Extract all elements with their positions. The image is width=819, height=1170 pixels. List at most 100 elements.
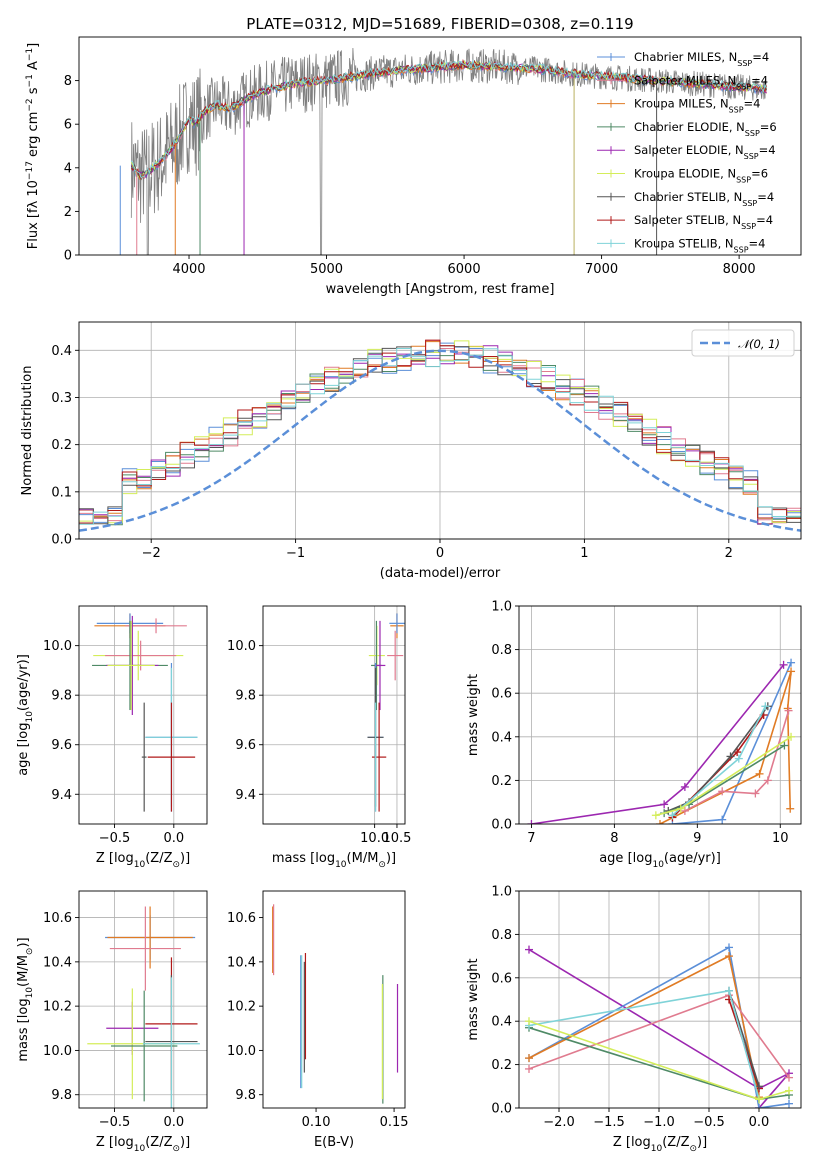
- plot-area: [525, 943, 793, 1108]
- weight-marker: [755, 1104, 763, 1108]
- axes-weight-vs-z: −2.0 −1.5 −1.0 −0.5 0.0 0.0 0.2 0.4 0.6 0.8 1.0 Z […: [466, 885, 802, 1154]
- error-bar-point-2: [125, 618, 187, 634]
- error-bar-point-10: [147, 702, 196, 812]
- x-tick-label: 1: [580, 546, 588, 561]
- weight-marker: [784, 706, 793, 715]
- y-axis-label: mass [log10(M/M⊙)]: [16, 937, 35, 1061]
- weight-marker: [525, 945, 533, 954]
- y-tick-label: 9.4: [51, 788, 72, 803]
- weight-line-5: [667, 705, 769, 812]
- legend-label: Chabrier ELODIE, NSSP=6: [634, 120, 777, 138]
- y-tick-label: 1.0: [491, 885, 512, 900]
- weight-marker: [680, 806, 689, 815]
- y-tick-label: 0.2: [51, 438, 72, 453]
- x-tick-label: 0.0: [163, 1115, 184, 1130]
- x-tick-label: 5000: [310, 262, 343, 277]
- error-bar-point-7: [107, 620, 155, 711]
- plot-area: [527, 658, 796, 824]
- weight-marker: [787, 732, 796, 741]
- x-tick-label: −1.0: [643, 1115, 675, 1130]
- x-tick-label: 6000: [448, 262, 481, 277]
- y-axis-label: mass weight: [466, 958, 481, 1040]
- weight-marker: [527, 820, 536, 824]
- error-bar-point-11: [141, 702, 147, 812]
- y-tick-label: 10.2: [43, 1000, 72, 1015]
- weight-line-0: [531, 664, 785, 824]
- y-tick-label: 10.0: [43, 1044, 72, 1059]
- x-tick-label: 2: [725, 546, 733, 561]
- weight-marker: [785, 1086, 793, 1095]
- weight-marker: [525, 1054, 533, 1063]
- x-tick-label: 7000: [585, 262, 618, 277]
- axes-frame: [262, 890, 406, 1109]
- x-tick-label: 9: [693, 831, 701, 846]
- normal-curve: [79, 349, 801, 532]
- legend-label: Salpeter STELIB, NSSP=4: [634, 213, 773, 231]
- weight-marker: [763, 776, 772, 785]
- y-tick-label: 10.2: [227, 1000, 256, 1015]
- error-bar-point-8: [371, 702, 387, 812]
- weight-marker: [726, 752, 735, 761]
- x-tick-label: 4000: [172, 262, 205, 277]
- legend-label: 𝒩(0, 1): [738, 337, 780, 351]
- x-axis-label: Z [log10(Z/Z⊙)]: [613, 1135, 707, 1154]
- y-tick-label: 4: [64, 161, 72, 176]
- x-tick-label: 0.10: [302, 1115, 331, 1130]
- plot-area: [79, 339, 801, 532]
- axes-frame: [518, 890, 802, 1109]
- plot-area: [92, 613, 198, 812]
- x-tick-label: −0.5: [99, 1115, 131, 1130]
- y-tick-label: 0.8: [491, 643, 512, 658]
- y-tick-label: 6: [64, 118, 72, 133]
- error-bar-point-8: [143, 977, 200, 1108]
- y-tick-label: 0.8: [491, 928, 512, 943]
- x-tick-label: −2.0: [543, 1115, 575, 1130]
- x-tick-label: 0.15: [380, 1115, 409, 1130]
- y-axis-label: Flux [fλ 10−17 erg cm−2 s−1 A−1]: [25, 43, 41, 249]
- weight-marker: [676, 804, 685, 813]
- plot-area: [119, 47, 768, 255]
- y-tick-label: 10.4: [43, 955, 72, 970]
- residual-histogram-7: [79, 339, 801, 524]
- legend-label: Kroupa STELIB, NSSP=4: [634, 236, 765, 254]
- weight-marker: [651, 811, 660, 820]
- weight-marker: [525, 1017, 533, 1026]
- axes-age-vs-z: −0.5 0.0 9.4 9.6 9.8 10.0 Z [log10(Z/Z⊙)] age […: [16, 605, 208, 870]
- x-axis-label: Z [log10(Z/Z⊙)]: [96, 851, 190, 870]
- plot-area: [87, 906, 200, 1108]
- axes-frame: [262, 605, 406, 825]
- error-bar-point-1: [389, 613, 405, 634]
- y-tick-label: 2: [64, 205, 72, 220]
- y-tick-label: 9.8: [51, 689, 72, 704]
- x-tick-label: −0.5: [693, 1115, 725, 1130]
- x-tick-label: 8: [610, 831, 618, 846]
- y-tick-label: 0.0: [491, 1102, 512, 1117]
- y-tick-label: 9.6: [51, 738, 72, 753]
- legend-label: Chabrier STELIB, NSSP=4: [634, 190, 774, 208]
- y-tick-label: 0.0: [51, 533, 72, 548]
- axes-residuals: −2 −1 0 1 2 0.0 0.1 0.2 0.3 0.4 (data-model)/error…: [20, 321, 802, 581]
- model-line-8: [130, 59, 767, 179]
- x-tick-label: 10.5: [382, 831, 411, 846]
- figure-title: PLATE=0312, MJD=51689, FIBERID=0308, z=0…: [246, 15, 633, 33]
- y-tick-label: 0.2: [491, 1058, 512, 1073]
- x-axis-label: Z [log10(Z/Z⊙)]: [96, 1135, 190, 1154]
- weight-marker: [755, 1095, 763, 1104]
- error-bar-point-7: [111, 990, 178, 1102]
- y-axis-label: mass weight: [466, 674, 481, 756]
- weight-marker: [525, 1064, 533, 1073]
- x-tick-label: 7: [527, 831, 535, 846]
- weight-line-0: [528, 948, 790, 1108]
- y-tick-label: 10.6: [43, 911, 72, 926]
- y-axis-label: age [log10(age/yr)]: [16, 654, 35, 776]
- weight-marker: [779, 660, 788, 669]
- weight-marker: [680, 782, 689, 791]
- axes-spectrum: 4000 5000 6000 7000 8000 0 2 4 6 8 wavelength [Ang…: [25, 36, 802, 297]
- y-tick-label: 9.8: [51, 1088, 72, 1103]
- x-tick-label: 8000: [723, 262, 756, 277]
- legend-label: Salpeter MILES, NSSP=4: [634, 73, 768, 91]
- weight-marker: [725, 943, 733, 952]
- y-tick-label: 9.8: [235, 689, 256, 704]
- weight-marker: [718, 815, 727, 824]
- weight-marker: [734, 754, 743, 763]
